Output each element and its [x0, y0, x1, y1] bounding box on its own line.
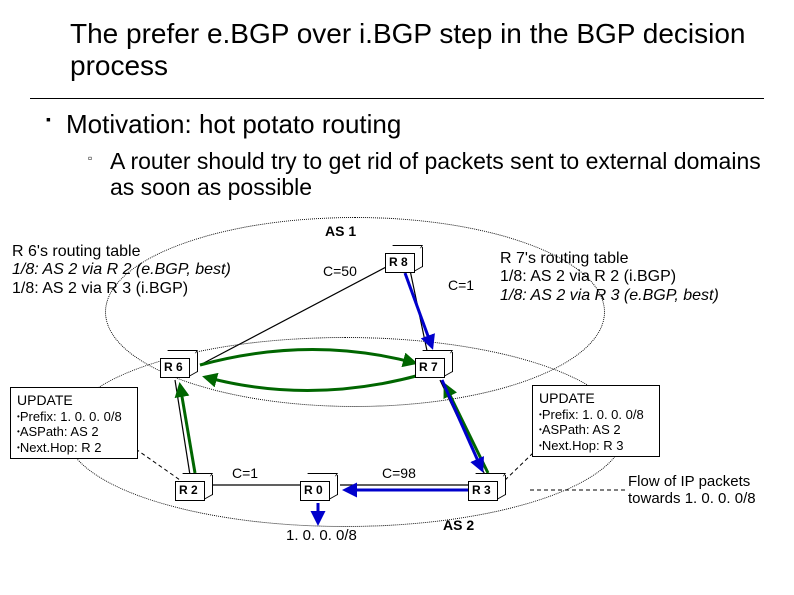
router-r7-label: R 7: [419, 360, 438, 374]
update-right-line1: Prefix: 1. 0. 0. 0/8: [539, 407, 653, 423]
update-right-header: UPDATE: [539, 390, 653, 407]
update-left-line1: Prefix: 1. 0. 0. 0/8: [17, 409, 131, 425]
router-r6: R 6: [160, 350, 200, 378]
update-right-line2: ASPath: AS 2: [539, 422, 653, 438]
r6-rt-line1: 1/8: AS 2 via R 2 (e.BGP, best): [12, 261, 231, 279]
update-right-line3: Next.Hop: R 3: [539, 438, 653, 454]
r6-routing-table: R 6's routing table 1/8: AS 2 via R 2 (e…: [12, 243, 231, 298]
flow-label: Flow of IP packets towards 1. 0. 0. 0/8: [628, 473, 756, 508]
router-r8: R 8: [385, 245, 425, 273]
router-r0: R 0: [300, 473, 340, 501]
update-left-line3: Next.Hop: R 2: [17, 440, 131, 456]
prefix-label: 1. 0. 0. 0/8: [286, 527, 357, 544]
as1-label: AS 1: [325, 223, 356, 239]
bullet-explanation: A router should try to get rid of packet…: [110, 148, 764, 201]
router-r3-label: R 3: [472, 483, 491, 497]
as2-label: AS 2: [443, 517, 474, 533]
cost-c50: C=50: [323, 263, 357, 279]
r7-routing-table: R 7's routing table 1/8: AS 2 via R 2 (i…: [500, 250, 719, 305]
router-r7: R 7: [415, 350, 455, 378]
router-r8-label: R 8: [389, 255, 408, 269]
r7-rt-line2: 1/8: AS 2 via R 3 (e.BGP, best): [500, 287, 719, 305]
r6-rt-line2: 1/8: AS 2 via R 3 (i.BGP): [12, 280, 231, 298]
cost-c1b: C=1: [232, 465, 258, 481]
update-box-right: UPDATE Prefix: 1. 0. 0. 0/8 ASPath: AS 2…: [532, 385, 660, 457]
bullet-motivation: Motivation: hot potato routing: [66, 110, 401, 139]
flow-label-line2: towards 1. 0. 0. 0/8: [628, 490, 756, 507]
update-left-line2: ASPath: AS 2: [17, 424, 131, 440]
r6-rt-title: R 6's routing table: [12, 243, 231, 261]
flow-label-line1: Flow of IP packets: [628, 473, 756, 490]
r7-rt-title: R 7's routing table: [500, 250, 719, 268]
r7-rt-line1: 1/8: AS 2 via R 2 (i.BGP): [500, 268, 719, 286]
slide-title: The prefer e.BGP over i.BGP step in the …: [70, 18, 754, 82]
network-diagram: AS 1 AS 2 R 6's routing table 1/8: AS 2 …: [0, 215, 794, 595]
router-r3: R 3: [468, 473, 508, 501]
router-r2-label: R 2: [179, 483, 198, 497]
update-box-left: UPDATE Prefix: 1. 0. 0. 0/8 ASPath: AS 2…: [10, 387, 138, 459]
router-r0-label: R 0: [304, 483, 323, 497]
router-r2: R 2: [175, 473, 215, 501]
update-left-header: UPDATE: [17, 392, 131, 409]
cost-c98: C=98: [382, 465, 416, 481]
router-r6-label: R 6: [164, 360, 183, 374]
cost-c1a: C=1: [448, 277, 474, 293]
title-divider: [30, 98, 764, 99]
